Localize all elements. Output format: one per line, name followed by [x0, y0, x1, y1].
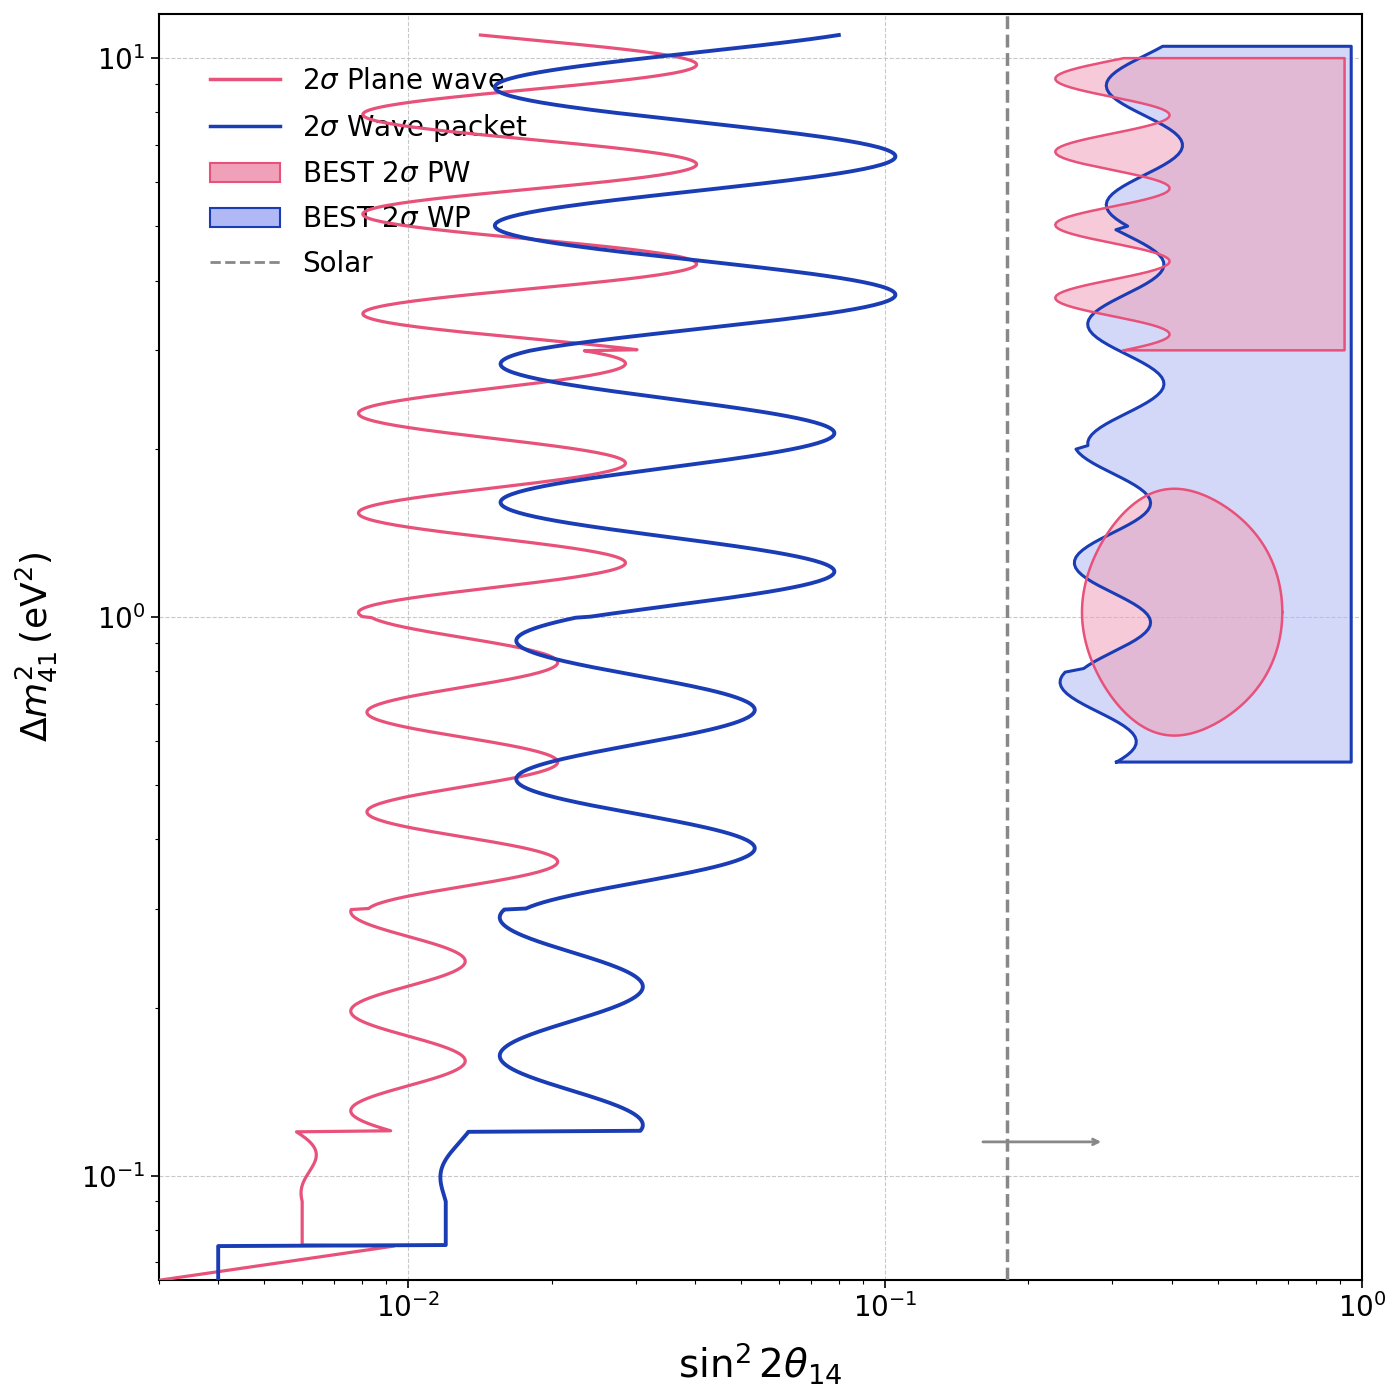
Legend: $2\sigma$ Plane wave, $2\sigma$ Wave packet, BEST $2\sigma$ PW, BEST $2\sigma$ W: $2\sigma$ Plane wave, $2\sigma$ Wave pac…	[196, 53, 542, 291]
Polygon shape	[1060, 46, 1351, 762]
Y-axis label: $\Delta m^2_{41}\,(\mathrm{eV}^2)$: $\Delta m^2_{41}\,(\mathrm{eV}^2)$	[14, 552, 60, 742]
Polygon shape	[1082, 489, 1282, 735]
X-axis label: $\sin^2 2\theta_{14}$: $\sin^2 2\theta_{14}$	[678, 1340, 843, 1386]
Polygon shape	[1056, 59, 1344, 350]
